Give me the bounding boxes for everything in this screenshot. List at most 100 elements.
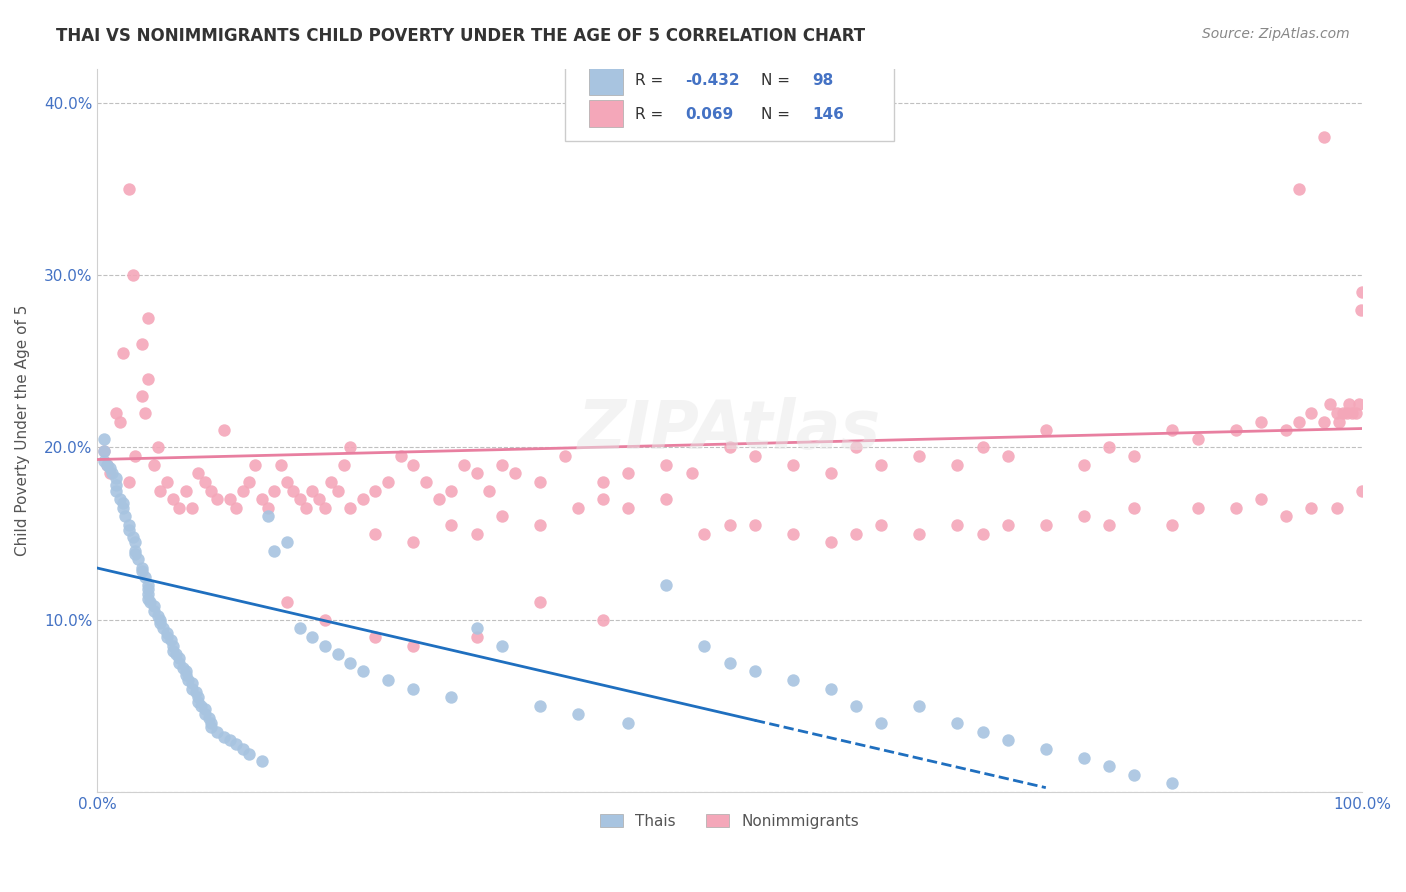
Point [149,613,172,627]
Point [1351,483,1374,498]
Point [402,535,425,549]
Point [617,716,640,731]
Point [111,500,134,515]
Point [352,492,374,507]
Point [845,526,868,541]
Point [908,698,931,713]
Point [207,724,229,739]
Point [136,582,159,596]
Text: R =: R = [634,73,664,88]
Point [276,535,298,549]
Point [301,483,323,498]
Point [592,475,614,489]
Point [1225,423,1247,437]
Point [98,461,121,475]
Point [567,707,589,722]
Point [219,733,242,747]
Point [681,467,703,481]
Point [364,483,387,498]
Point [263,483,285,498]
Point [212,730,235,744]
Point [149,616,172,631]
Point [1123,768,1146,782]
Point [225,737,247,751]
Point [1250,415,1272,429]
Point [238,747,260,761]
Point [364,526,387,541]
Point [118,518,141,533]
Y-axis label: Child Poverty Under the Age of 5: Child Poverty Under the Age of 5 [15,304,30,556]
Point [118,523,141,537]
Point [1326,500,1348,515]
Point [415,475,437,489]
Point [997,518,1019,533]
Point [124,535,146,549]
Point [782,458,804,472]
Point [146,441,169,455]
Point [156,630,179,644]
Point [782,526,804,541]
Point [1351,285,1374,300]
Point [181,681,204,696]
Point [1336,406,1358,420]
Point [326,647,349,661]
Point [156,626,179,640]
Point [1313,130,1336,145]
Point [617,500,640,515]
Text: 98: 98 [811,73,834,88]
Point [1329,415,1351,429]
Point [105,478,128,492]
Point [288,621,311,635]
Point [1035,742,1057,756]
Point [124,547,146,561]
Point [440,518,463,533]
Point [93,444,115,458]
Point [187,467,209,481]
Point [136,311,159,326]
Point [352,665,374,679]
Point [1319,397,1341,411]
Point [200,716,222,731]
Point [250,754,273,768]
Point [655,492,678,507]
Point [389,449,412,463]
Point [134,569,156,583]
Point [1035,518,1057,533]
Point [972,724,994,739]
Point [93,454,115,468]
Point [1288,415,1310,429]
Point [946,458,969,472]
Point [105,471,128,485]
Point [1350,302,1372,317]
Point [131,337,153,351]
Point [440,483,463,498]
Point [108,492,131,507]
Point [181,500,204,515]
Point [1344,406,1367,420]
Point [1073,750,1095,764]
Point [159,633,181,648]
Point [972,441,994,455]
Point [124,449,146,463]
Point [156,475,179,489]
Point [567,500,589,515]
Point [1225,500,1247,515]
FancyBboxPatch shape [565,54,894,141]
Point [308,492,330,507]
Point [250,492,273,507]
Point [402,458,425,472]
Point [162,639,184,653]
Point [1341,406,1364,420]
Point [187,690,209,705]
Point [1288,182,1310,196]
Point [96,458,118,472]
Text: THAI VS NONIMMIGRANTS CHILD POVERTY UNDER THE AGE OF 5 CORRELATION CHART: THAI VS NONIMMIGRANTS CHILD POVERTY UNDE… [56,27,865,45]
Point [364,630,387,644]
Point [283,483,305,498]
Point [212,423,235,437]
Point [118,475,141,489]
Point [172,661,194,675]
Point [529,595,551,609]
Point [124,544,146,558]
Point [554,449,576,463]
